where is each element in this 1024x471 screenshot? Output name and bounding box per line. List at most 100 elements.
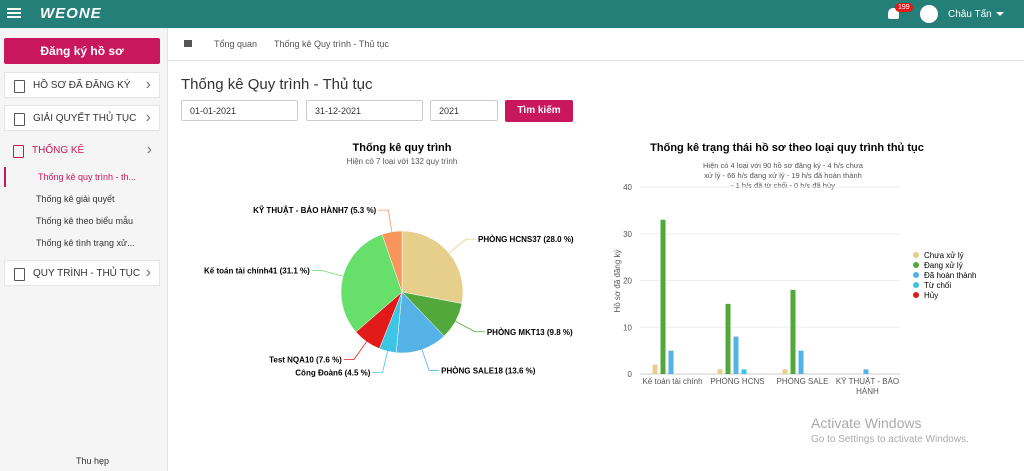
x-tick-label-box: Kế toán tài chính (642, 377, 703, 386)
legend-label: Đang xử lý (924, 261, 963, 270)
x-tick-label: PHÒNG SALE (776, 377, 829, 386)
x-tick-label: Kế toán tài chính (642, 377, 703, 386)
submenu-item[interactable]: Thống kê theo biểu mẫu (36, 216, 134, 226)
date-from[interactable]: 01-01-2021 (181, 100, 298, 121)
chart-title: Thống kê trạng thái hồ sơ theo loại quy … (650, 142, 924, 154)
slice-category: Test NQA (269, 356, 305, 365)
pie-slice (340, 234, 403, 333)
leader-line (448, 238, 477, 254)
pie-slice (395, 291, 445, 354)
logo[interactable]: WEONE (40, 5, 102, 22)
bell[interactable] (888, 8, 899, 19)
bar (652, 364, 658, 374)
slice-value: 18 (13.6 %) (494, 366, 536, 375)
user-name[interactable]: Châu Tấn (948, 9, 992, 20)
y-tick-label: 0 (628, 370, 633, 379)
x-tick-label: PHÒNG HCNS (710, 377, 765, 386)
chart-subtitle: Hiện có 7 loại với 132 quy trình (347, 157, 458, 166)
slice-category: PHÒNG SALE (441, 366, 495, 375)
watermark-text: Go to Settings to activate Windows. (811, 434, 969, 445)
slice-label: Công Đoàn6 (4.5 %) (295, 369, 370, 378)
year-select[interactable]: 2021 (430, 100, 498, 121)
avatar[interactable] (920, 5, 938, 23)
legend-swatch (913, 262, 919, 268)
leader-line (378, 209, 393, 232)
leader-line (372, 351, 389, 374)
user-caret[interactable] (996, 12, 1004, 20)
menu-item[interactable]: QUY TRÌNH - THỦ TỤC (4, 260, 160, 286)
bar (733, 336, 739, 374)
submenu-item[interactable]: Thống kê tình trạng xử... (36, 238, 135, 248)
legend-swatch (913, 282, 919, 288)
bar (863, 369, 869, 374)
y-axis-label: Hồ sơ đã đăng ký (613, 249, 622, 312)
x-tick-label-box: PHÒNG HCNS (710, 377, 765, 386)
register-button[interactable]: Đăng ký hồ sơ (4, 38, 160, 64)
header: WEONE 199 Châu Tấn (0, 0, 1024, 28)
leader-line (455, 320, 485, 333)
breadcrumb: Tổng quan Thống kê Quy trình - Thủ tục (168, 28, 1024, 61)
bar (660, 219, 666, 374)
legend-label: Hủy (924, 291, 938, 300)
watermark-title: Activate Windows (811, 415, 922, 431)
bar (782, 369, 788, 374)
slice-category: Công Đoàn (295, 369, 338, 378)
menu-label: HỒ SƠ ĐÃ ĐĂNG KÝ (33, 80, 131, 91)
slice-category: PHÒNG MKT (487, 328, 536, 337)
bar (668, 350, 674, 374)
charts: Thống kê quy trình Hiện có 7 loại với 13… (204, 142, 977, 396)
breadcrumb-item[interactable]: Tổng quan (214, 39, 258, 49)
slice-category: PHÒNG HCNS (478, 235, 533, 244)
menu-label: GIẢI QUYẾT THỦ TỤC (33, 113, 137, 124)
leader-line (343, 341, 367, 361)
chart-subtitle: Hiện có 4 loại với 90 hồ sơ đăng ký - 4 … (703, 161, 863, 190)
legend-swatch (913, 272, 919, 278)
slice-value: 10 (7.6 %) (305, 356, 342, 365)
slice-label: PHÒNG SALE18 (13.6 %) (441, 366, 536, 375)
pie-slice (381, 230, 403, 293)
legend-label: Từ chối (924, 281, 951, 290)
menu-toggle[interactable] (7, 8, 21, 10)
slice-value: 7 (5.3 %) (344, 206, 377, 215)
bar (741, 369, 747, 374)
slice-label: Kế toán tài chính41 (31.1 %) (204, 267, 310, 276)
bar (790, 289, 796, 374)
leader-line (421, 349, 440, 371)
y-tick-label: 30 (623, 230, 632, 239)
slice-value: 13 (9.8 %) (536, 328, 573, 337)
x-tick-label-box: PHÒNG SALE (776, 377, 829, 386)
search-button[interactable]: Tìm kiếm (505, 100, 573, 122)
notification-badge: 199 (895, 3, 913, 12)
slice-label: Test NQA10 (7.6 %) (269, 356, 342, 365)
submenu-item[interactable]: Thống kê quy trình - th... (4, 167, 160, 187)
y-tick-label: 20 (623, 277, 632, 286)
legend-label: Chưa xử lý (924, 251, 964, 260)
x-tick-label-box: KỸ THUẬT - BẢO HÀNH (836, 377, 899, 396)
menu-label: QUY TRÌNH - THỦ TỤC (33, 268, 141, 279)
legend-label: Đã hoàn thành (924, 271, 977, 280)
legend-swatch (913, 252, 919, 258)
home-icon[interactable] (184, 40, 192, 47)
slice-label: PHÒNG HCNS37 (28.0 %) (478, 235, 574, 244)
chart-title: Thống kê quy trình (353, 142, 452, 154)
leader-line (311, 270, 344, 277)
breadcrumb-item: Thống kê Quy trình - Thủ tục (274, 39, 389, 49)
collapse[interactable]: Thu hẹp (76, 456, 110, 466)
menu-item[interactable]: GIẢI QUYẾT THỦ TỤC (4, 105, 160, 131)
submenu-item[interactable]: Thống kê giải quyết (36, 194, 115, 204)
menu-item[interactable]: THỐNG KÊ (4, 137, 160, 164)
bar (798, 350, 804, 374)
slice-label: PHÒNG MKT13 (9.8 %) (487, 328, 573, 337)
slice-label: KỸ THUẬT - BẢO HÀNH7 (5.3 %) (253, 206, 376, 215)
slice-value: 41 (31.1 %) (268, 267, 310, 276)
pie-slice (401, 230, 464, 304)
page-title: Thống kê Quy trình - Thủ tục (181, 76, 373, 93)
slice-category: Kế toán tài chính (204, 267, 269, 276)
menu-item[interactable]: HỒ SƠ ĐÃ ĐĂNG KÝ (4, 72, 160, 98)
legend-swatch (913, 292, 919, 298)
date-to[interactable]: 31-12-2021 (306, 100, 423, 121)
y-tick-label: 10 (623, 323, 632, 332)
y-tick-label: 40 (623, 183, 632, 192)
slice-value: 37 (28.0 %) (532, 235, 574, 244)
